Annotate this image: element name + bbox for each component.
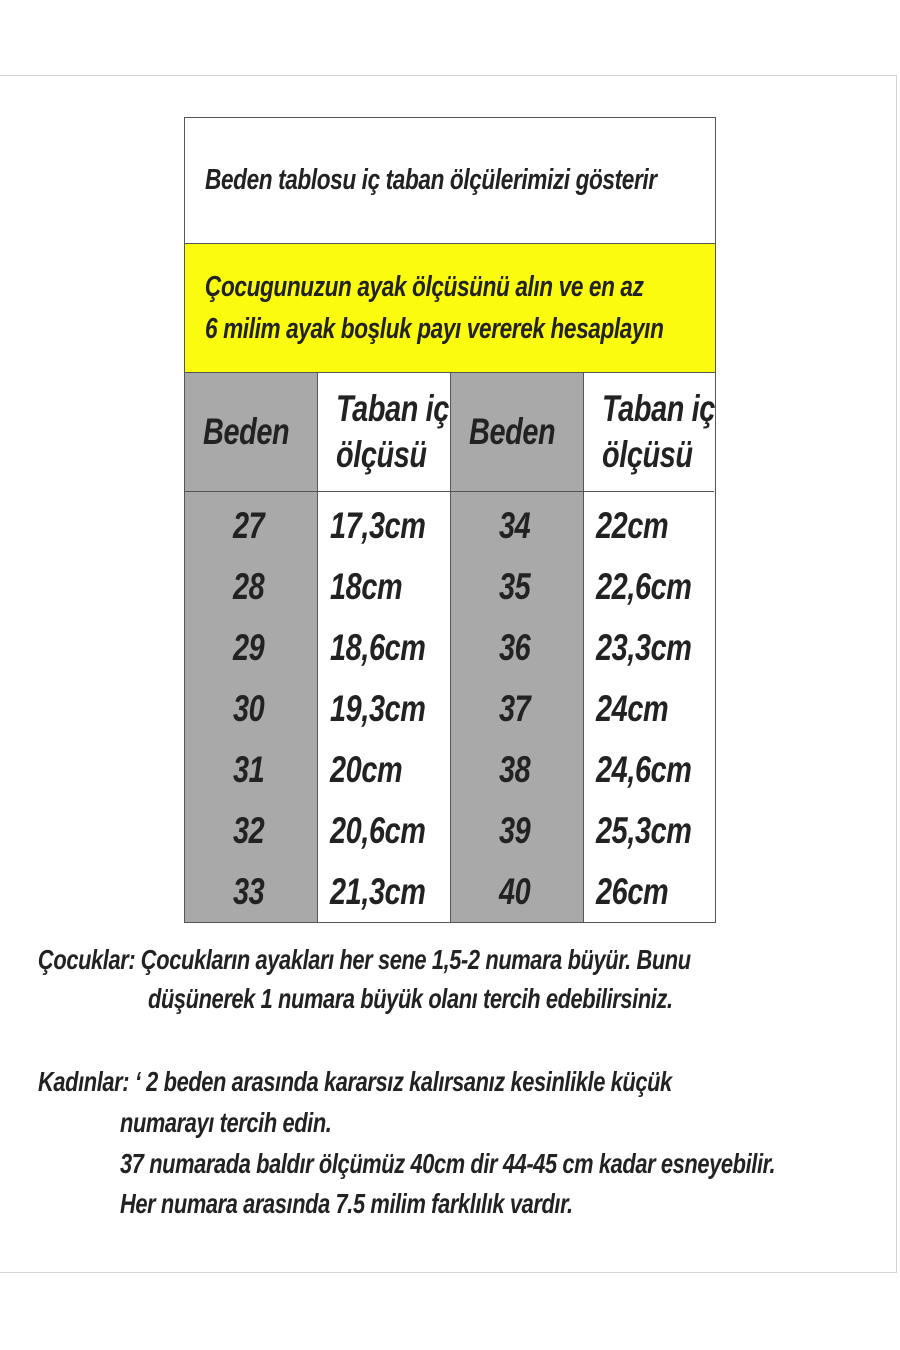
children-note-line-1: Çocuklar: Çocukların ayakları her sene 1…: [38, 944, 875, 976]
header-text: ölçüsü: [602, 434, 693, 475]
women-note-line-2: numarayı tercih edin.: [120, 1107, 391, 1139]
cell-text: 18,6cm: [330, 627, 426, 669]
table-cell: 20cm: [318, 739, 450, 800]
note-line-1: Çocugunuzun ayak ölçüsünü alın ve en az: [205, 271, 644, 303]
table-cell: 36: [451, 618, 583, 679]
cell-text: 38: [499, 748, 531, 790]
table-cell: 34: [451, 496, 583, 557]
cell-text: 28: [233, 566, 265, 608]
table-cell: 29: [185, 618, 317, 679]
table-cell: 39: [451, 800, 583, 861]
text: Kadınlar: ‘ 2 beden arasında kararsız ka…: [38, 1066, 672, 1097]
table-cell: 20,6cm: [318, 800, 450, 861]
measurement-note: Çocugunuzun ayak ölçüsünü alın ve en az …: [185, 244, 715, 373]
header-text: ölçüsü: [336, 434, 427, 475]
sizes-left: 27 28 29 30 31 32 33: [185, 492, 317, 922]
cell-text: 35: [499, 566, 531, 608]
cell-text: 24,6cm: [596, 748, 692, 790]
cell-text: 23,3cm: [596, 627, 692, 669]
chart-title: Beden tablosu iç taban ölçülerimizi göst…: [185, 118, 715, 244]
cell-text: 25,3cm: [596, 809, 692, 851]
children-note-line-2: düşünerek 1 numara büyük olanı tercih ed…: [148, 983, 821, 1015]
table-cell: 18cm: [318, 557, 450, 618]
table-cell: 28: [185, 557, 317, 618]
cell-text: 37: [499, 688, 531, 729]
table-cell: 21,3cm: [318, 861, 450, 922]
size-table: Beden Taban iç ölçüsü Beden Taban iç ölçüs…: [185, 373, 715, 922]
cell-text: 18cm: [330, 566, 403, 608]
header-size-left: Beden: [185, 373, 317, 492]
cell-text: 20cm: [330, 748, 403, 790]
cell-text: 21,3cm: [330, 870, 426, 912]
header-text: Taban iç: [336, 388, 449, 429]
table-cell: 22cm: [584, 496, 714, 557]
cell-text: 22,6cm: [596, 566, 692, 608]
cell-text: 24cm: [596, 688, 669, 729]
text: Çocuklar: Çocukların ayakları her sene 1…: [38, 944, 691, 975]
table-cell: 37: [451, 679, 583, 740]
chart-title-text: Beden tablosu iç taban ölçülerimizi göst…: [205, 164, 657, 196]
cell-text: 29: [233, 627, 265, 669]
header-size-right: Beden: [450, 373, 583, 492]
note-line-2: 6 milim ayak boşluk payı vererek hesapla…: [205, 313, 664, 345]
cell-text: 22cm: [596, 505, 669, 547]
table-cell: 23,3cm: [584, 618, 714, 679]
table-cell: 33: [185, 861, 317, 922]
insoles-left: 17,3cm 18cm 18,6cm 19,3cm 20cm 20,6cm 21,3cm: [317, 492, 450, 922]
cell-text: 33: [233, 870, 265, 912]
cell-text: 26cm: [596, 870, 669, 912]
header-insole-left: Taban iç ölçüsü: [317, 373, 450, 492]
table-cell: 40: [451, 861, 583, 922]
table-cell: 35: [451, 557, 583, 618]
text: düşünerek 1 numara büyük olanı tercih ed…: [148, 983, 673, 1014]
text: 37 numarada baldır ölçümüz 40cm dir 44-4…: [120, 1148, 776, 1179]
cell-text: 30: [233, 688, 265, 729]
table-cell: 32: [185, 800, 317, 861]
table-cell: 18,6cm: [318, 618, 450, 679]
text: Her numara arasında 7.5 milim farklılık …: [120, 1188, 573, 1219]
header-insole-right: Taban iç ölçüsü: [583, 373, 715, 492]
cell-text: 34: [499, 505, 531, 547]
text: numarayı tercih edin.: [120, 1107, 332, 1138]
sizes-right: 34 35 36 37 38 39 40: [450, 492, 583, 922]
cell-text: 40: [499, 870, 531, 912]
cell-text: 19,3cm: [330, 688, 426, 729]
table-cell: 30: [185, 679, 317, 740]
women-note-line-1: Kadınlar: ‘ 2 beden arasında kararsız ka…: [38, 1066, 851, 1098]
table-cell: 17,3cm: [318, 496, 450, 557]
header-text: Beden: [203, 411, 290, 452]
size-chart: Beden tablosu iç taban ölçülerimizi göst…: [184, 117, 716, 923]
header-text: Beden: [469, 411, 556, 452]
cell-text: 20,6cm: [330, 809, 426, 851]
women-note-line-4: Her numara arasında 7.5 milim farklılık …: [120, 1188, 700, 1220]
cell-text: 36: [499, 627, 531, 669]
table-cell: 31: [185, 739, 317, 800]
cell-text: 39: [499, 809, 531, 851]
cell-text: 17,3cm: [330, 505, 426, 547]
table-cell: 24,6cm: [584, 739, 714, 800]
table-cell: 27: [185, 496, 317, 557]
cell-text: 31: [233, 748, 265, 790]
header-text: Taban iç: [602, 388, 715, 429]
table-cell: 22,6cm: [584, 557, 714, 618]
table-cell: 24cm: [584, 679, 714, 740]
table-cell: 19,3cm: [318, 679, 450, 740]
women-note-line-3: 37 numarada baldır ölçümüz 40cm dir 44-4…: [120, 1148, 900, 1180]
cell-text: 32: [233, 809, 265, 851]
table-cell: 26cm: [584, 861, 714, 922]
cell-text: 27: [233, 505, 265, 547]
insoles-right: 22cm 22,6cm 23,3cm 24cm 24,6cm 25,3cm 26cm: [583, 492, 714, 922]
table-cell: 25,3cm: [584, 800, 714, 861]
table-cell: 38: [451, 739, 583, 800]
